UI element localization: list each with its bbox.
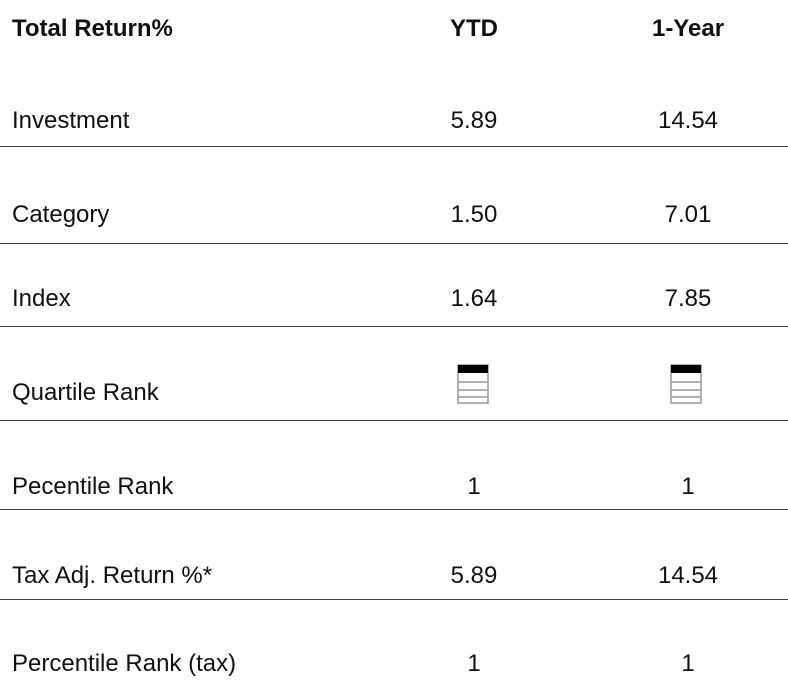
- row-divider: [0, 599, 788, 600]
- value-cell: 1.50: [450, 201, 498, 228]
- row-divider: [0, 509, 788, 510]
- value-cell: 1.64: [450, 285, 498, 312]
- value-cell: 1: [467, 473, 481, 500]
- row-label: Percentile Rank (tax): [12, 650, 237, 677]
- value-cell: 5.89: [450, 107, 498, 134]
- row-label: Pecentile Rank: [12, 473, 174, 500]
- row-divider: [0, 146, 788, 147]
- row-label: Index: [12, 285, 71, 312]
- value-cell: 14.54: [657, 107, 719, 134]
- row-label: Quartile Rank: [12, 379, 159, 406]
- quartile-icon: [670, 364, 702, 404]
- row-divider: [0, 420, 788, 421]
- value-cell: 1: [681, 473, 695, 500]
- row-divider: [0, 326, 788, 327]
- value-cell: 5.89: [450, 562, 498, 589]
- header-cell: YTD: [450, 15, 498, 42]
- row-label: Investment: [12, 107, 130, 134]
- value-cell: 14.54: [657, 562, 719, 589]
- value-cell: 1: [467, 650, 481, 677]
- value-cell: 7.01: [664, 201, 712, 228]
- value-cell: 7.85: [664, 285, 712, 312]
- header-cell: 1-Year: [651, 15, 725, 42]
- header-cell: Total Return%: [12, 15, 173, 42]
- row-label: Category: [12, 201, 110, 228]
- row-divider: [0, 243, 788, 244]
- row-label: Tax Adj. Return %*: [12, 562, 213, 589]
- value-cell: 1: [681, 650, 695, 677]
- quartile-icon: [457, 364, 489, 404]
